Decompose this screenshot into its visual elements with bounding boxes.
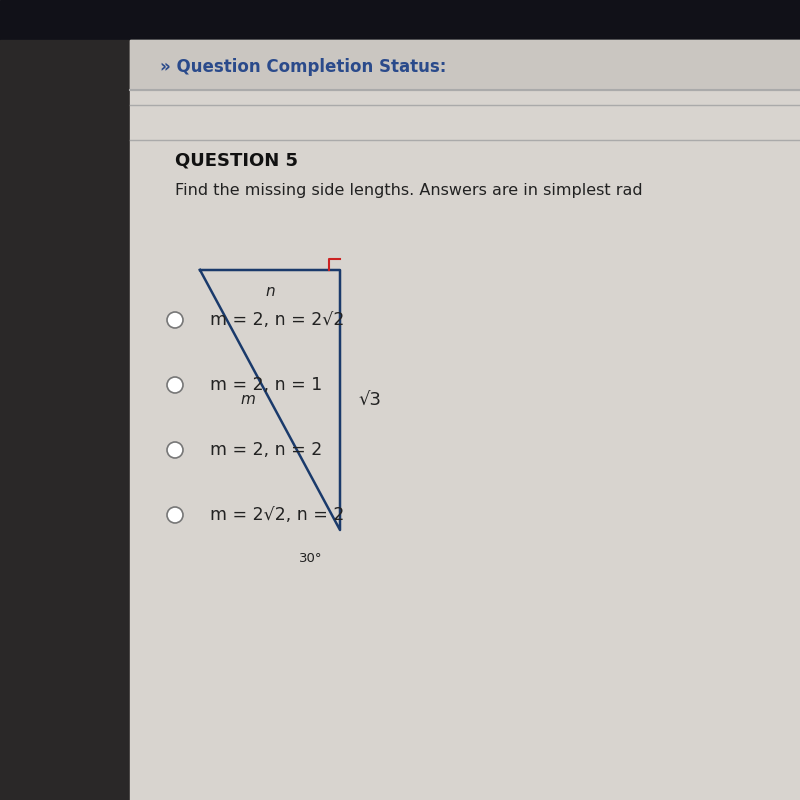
Circle shape (167, 507, 183, 523)
Text: m = 2, n = 2√2: m = 2, n = 2√2 (210, 311, 344, 329)
Text: n: n (265, 285, 275, 299)
Circle shape (167, 442, 183, 458)
Text: m: m (241, 393, 255, 407)
Text: m = 2, n = 2: m = 2, n = 2 (210, 441, 322, 459)
Bar (0, 0, 800, 40)
Bar (0, 40, 130, 800)
Text: QUESTION 5: QUESTION 5 (175, 151, 298, 169)
Bar (130, 40, 800, 90)
Bar (130, 40, 800, 800)
Text: √3: √3 (358, 391, 381, 409)
Circle shape (167, 312, 183, 328)
Text: 30°: 30° (298, 552, 322, 565)
Text: m = 2, n = 1: m = 2, n = 1 (210, 376, 322, 394)
Circle shape (167, 377, 183, 393)
Text: » Question Completion Status:: » Question Completion Status: (160, 58, 446, 76)
Text: Find the missing side lengths. Answers are in simplest rad: Find the missing side lengths. Answers a… (175, 182, 642, 198)
Text: m = 2√2, n = 2: m = 2√2, n = 2 (210, 506, 344, 524)
